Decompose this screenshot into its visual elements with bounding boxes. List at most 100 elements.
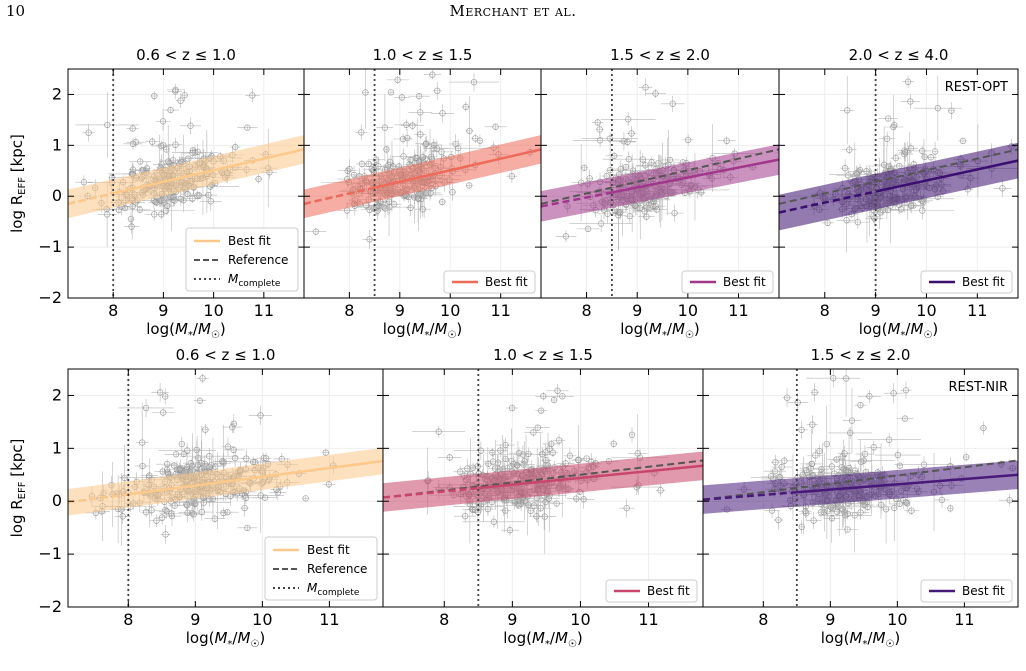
data-point bbox=[803, 466, 810, 474]
data-points bbox=[721, 369, 1018, 553]
data-point bbox=[160, 199, 168, 206]
legend-box bbox=[185, 227, 299, 292]
data-point bbox=[129, 140, 137, 147]
data-point bbox=[510, 461, 517, 468]
data-point bbox=[484, 505, 492, 513]
y-tick-label: −2 bbox=[38, 288, 62, 307]
y-tick-label: 0 bbox=[52, 186, 62, 205]
data-point bbox=[643, 204, 650, 211]
legend-mcomplete-label: Mcomplete bbox=[228, 272, 281, 289]
data-point bbox=[229, 423, 236, 431]
data-points bbox=[412, 383, 669, 554]
data-point bbox=[784, 150, 790, 156]
data-point bbox=[624, 138, 631, 146]
data-point bbox=[129, 166, 137, 173]
data-point bbox=[104, 121, 111, 129]
panel-7: 8 9 10 111.5 < z ≤ 2.0log(M*/M☉)REST-NIRBes… bbox=[702, 346, 1019, 650]
legend-best-fit-label: Best fit bbox=[647, 584, 690, 598]
best-fit-line-extrapolated bbox=[779, 190, 876, 214]
data-point bbox=[520, 461, 527, 468]
data-point bbox=[575, 456, 582, 463]
data-point bbox=[398, 94, 406, 101]
data-point bbox=[596, 126, 603, 133]
data-point bbox=[553, 500, 560, 507]
data-point bbox=[908, 507, 915, 514]
data-point bbox=[927, 154, 935, 161]
data-point bbox=[1006, 497, 1013, 504]
data-point bbox=[921, 153, 928, 161]
data-point bbox=[231, 455, 239, 462]
data-point bbox=[198, 508, 205, 516]
data-point bbox=[159, 468, 166, 475]
panel-2: 8 9 10 11 1.0 < z ≤ 1.5 log(M*/M☉) Best fit bbox=[303, 46, 542, 341]
data-point bbox=[469, 464, 477, 471]
data-point bbox=[811, 389, 818, 396]
best-fit-line bbox=[611, 158, 779, 194]
data-point bbox=[861, 450, 869, 458]
plot-area bbox=[703, 369, 1018, 607]
data-point bbox=[466, 182, 473, 189]
data-point bbox=[139, 462, 146, 470]
data-point bbox=[947, 505, 954, 512]
data-point bbox=[931, 148, 939, 155]
data-point bbox=[172, 141, 179, 148]
panel-title: 1.0 < z ≤ 1.5 bbox=[493, 346, 593, 364]
data-point bbox=[938, 496, 946, 504]
data-point bbox=[948, 107, 955, 114]
data-point bbox=[449, 188, 456, 196]
data-point bbox=[230, 446, 237, 454]
data-point bbox=[648, 159, 655, 166]
data-point bbox=[137, 158, 144, 165]
data-point bbox=[180, 450, 188, 458]
legend-box bbox=[681, 270, 774, 294]
best-fit-line-extrapolated bbox=[383, 486, 479, 499]
data-point bbox=[890, 390, 897, 397]
data-point bbox=[399, 135, 407, 143]
plot-area bbox=[304, 69, 541, 298]
data-point bbox=[502, 507, 509, 514]
data-point bbox=[325, 481, 333, 488]
data-point bbox=[255, 175, 262, 183]
data-point bbox=[373, 204, 380, 211]
x-tick-label: 10 bbox=[570, 610, 590, 629]
x-tick-label: 11 bbox=[490, 301, 510, 320]
data-point bbox=[653, 206, 660, 213]
legend-box bbox=[920, 270, 1013, 294]
data-point bbox=[920, 461, 928, 468]
data-point bbox=[419, 206, 426, 213]
data-point bbox=[167, 106, 174, 114]
data-point bbox=[634, 450, 641, 457]
data-point bbox=[625, 156, 632, 163]
data-point bbox=[841, 165, 849, 172]
legend-box bbox=[264, 536, 378, 601]
data-point bbox=[249, 92, 256, 99]
data-point bbox=[891, 504, 898, 512]
data-point bbox=[963, 453, 970, 461]
x-tick-label: 9 bbox=[507, 610, 517, 629]
data-point bbox=[508, 457, 515, 465]
data-point bbox=[606, 167, 614, 174]
x-tick-label: 10 bbox=[252, 610, 272, 629]
data-point bbox=[863, 168, 870, 175]
data-point bbox=[866, 393, 873, 400]
data-point bbox=[902, 149, 909, 156]
data-point bbox=[302, 495, 309, 502]
data-point bbox=[370, 167, 377, 174]
data-point bbox=[415, 195, 422, 202]
data-point bbox=[365, 160, 372, 168]
panel-title: 0.6 < z ≤ 1.0 bbox=[176, 346, 276, 364]
data-point bbox=[257, 412, 264, 419]
data-point bbox=[176, 466, 183, 473]
x-tick-label: 8 bbox=[820, 301, 830, 320]
data-point bbox=[435, 428, 442, 435]
y-axis-label: log REFF [kpc] bbox=[8, 439, 28, 538]
data-point bbox=[920, 198, 927, 206]
legend-best-fit-label: Best fit bbox=[307, 543, 350, 557]
data-point bbox=[783, 394, 791, 401]
data-point bbox=[170, 193, 177, 201]
data-point bbox=[896, 462, 903, 469]
data-point bbox=[208, 461, 215, 469]
panel-3: 8 9 10 11 1.5 < z ≤ 2.0 log(M*/M☉) Best fit bbox=[540, 46, 790, 341]
data-point bbox=[157, 142, 165, 150]
